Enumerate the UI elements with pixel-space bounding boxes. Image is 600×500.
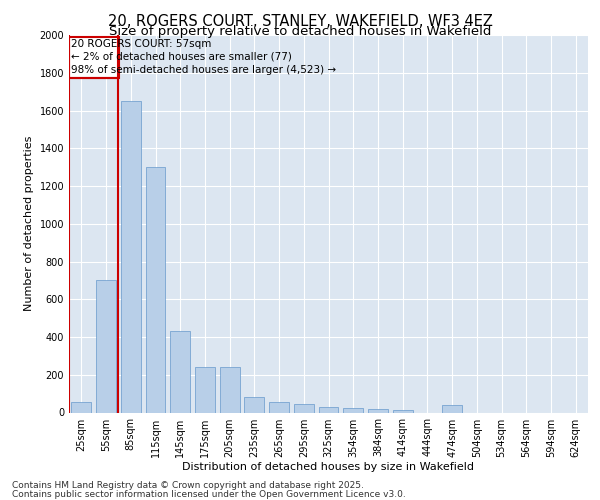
Bar — [269, 402, 289, 412]
Bar — [319, 407, 338, 412]
Bar — [244, 398, 264, 412]
Text: Contains HM Land Registry data © Crown copyright and database right 2025.: Contains HM Land Registry data © Crown c… — [12, 481, 364, 490]
Bar — [442, 405, 462, 412]
Bar — [146, 167, 166, 412]
Y-axis label: Number of detached properties: Number of detached properties — [24, 136, 34, 312]
Bar — [70, 37, 119, 78]
Text: Size of property relative to detached houses in Wakefield: Size of property relative to detached ho… — [109, 25, 491, 38]
Text: 20, ROGERS COURT, STANLEY, WAKEFIELD, WF3 4EZ: 20, ROGERS COURT, STANLEY, WAKEFIELD, WF… — [107, 14, 493, 29]
Bar — [220, 367, 239, 412]
Bar — [121, 101, 140, 412]
X-axis label: Distribution of detached houses by size in Wakefield: Distribution of detached houses by size … — [182, 462, 475, 472]
Bar — [294, 404, 314, 412]
Bar — [71, 402, 91, 412]
Bar — [343, 408, 363, 412]
Text: Contains public sector information licensed under the Open Government Licence v3: Contains public sector information licen… — [12, 490, 406, 499]
Bar — [368, 408, 388, 412]
Bar — [195, 367, 215, 412]
Bar — [393, 410, 413, 412]
Text: 20 ROGERS COURT: 57sqm
← 2% of detached houses are smaller (77)
98% of semi-deta: 20 ROGERS COURT: 57sqm ← 2% of detached … — [71, 39, 336, 75]
Bar — [170, 332, 190, 412]
Bar — [96, 280, 116, 412]
